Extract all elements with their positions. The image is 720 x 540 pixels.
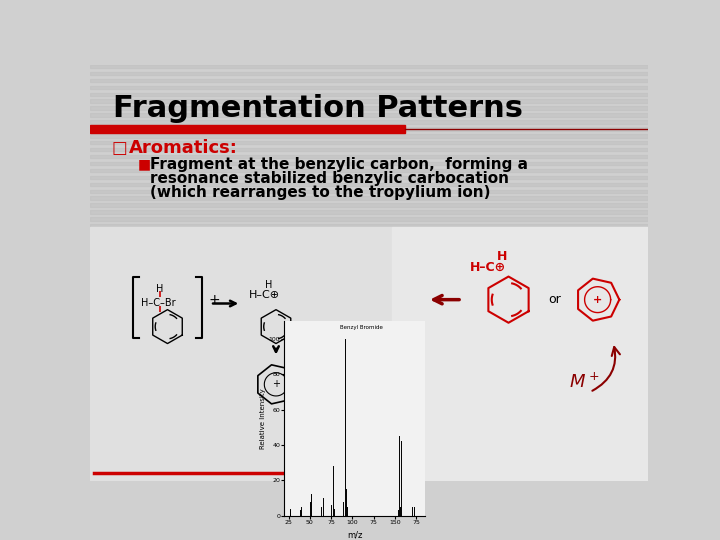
FancyArrowPatch shape: [593, 347, 620, 391]
Bar: [90, 349, 648, 353]
Text: H: H: [156, 284, 163, 294]
Text: H–C⊕: H–C⊕: [249, 291, 280, 300]
Text: (which rearranges to the tropylium ion): (which rearranges to the tropylium ion): [150, 185, 491, 200]
Bar: [90, 148, 648, 151]
Bar: [90, 383, 648, 387]
Bar: [90, 294, 648, 297]
Bar: [90, 176, 648, 179]
Bar: [90, 307, 648, 311]
Bar: [90, 65, 648, 68]
Bar: [90, 328, 648, 332]
Bar: [90, 390, 648, 394]
Bar: [90, 266, 648, 269]
Bar: [90, 155, 648, 158]
Text: Benzyl Bromide: Benzyl Bromide: [340, 325, 383, 330]
Bar: [90, 460, 648, 463]
Bar: [90, 168, 648, 172]
Bar: [90, 183, 648, 186]
Bar: [392, 226, 648, 481]
Text: □: □: [112, 139, 127, 157]
Bar: [90, 125, 405, 132]
X-axis label: m/z: m/z: [347, 530, 362, 539]
Bar: [90, 226, 392, 481]
Bar: [90, 238, 648, 241]
Bar: [90, 190, 648, 193]
Bar: [90, 231, 648, 234]
Text: +: +: [208, 293, 220, 307]
Bar: [90, 273, 648, 276]
Bar: [90, 79, 648, 82]
Bar: [90, 134, 648, 138]
Bar: [90, 197, 648, 200]
Bar: [90, 439, 648, 442]
Bar: [90, 314, 648, 318]
Bar: [90, 356, 648, 359]
Bar: [90, 411, 648, 415]
Text: Fragmentation Patterns: Fragmentation Patterns: [113, 94, 523, 123]
Text: resonance stabilized benzylic carbocation: resonance stabilized benzylic carbocatio…: [150, 171, 510, 186]
Text: H: H: [264, 280, 272, 291]
Text: +: +: [593, 295, 602, 305]
Bar: [90, 162, 648, 165]
Bar: [90, 217, 648, 221]
Text: +: +: [272, 379, 280, 389]
Text: H–C–Br: H–C–Br: [141, 298, 176, 308]
Bar: [90, 342, 648, 346]
Bar: [90, 92, 648, 96]
Bar: [90, 432, 648, 436]
Bar: [90, 377, 648, 380]
Bar: [90, 474, 648, 477]
Text: Fragment at the benzylic carbon,  forming a: Fragment at the benzylic carbon, forming…: [150, 157, 528, 172]
Text: H–C⊕: H–C⊕: [469, 261, 506, 274]
Text: Aromatics:: Aromatics:: [129, 139, 238, 157]
Bar: [90, 370, 648, 373]
Bar: [90, 245, 648, 248]
Bar: [90, 204, 648, 207]
Bar: [90, 300, 648, 304]
Bar: [90, 363, 648, 366]
Bar: [90, 321, 648, 325]
Bar: [90, 99, 648, 103]
Bar: [90, 467, 648, 470]
Bar: [90, 106, 648, 110]
Bar: [90, 113, 648, 117]
Text: or: or: [549, 293, 562, 306]
Bar: [90, 259, 648, 262]
Bar: [90, 453, 648, 456]
Bar: [90, 425, 648, 429]
Bar: [90, 141, 648, 145]
Bar: [90, 120, 648, 124]
Bar: [90, 127, 648, 131]
Bar: [90, 404, 648, 408]
Bar: [90, 446, 648, 449]
Text: ■: ■: [138, 157, 151, 171]
Bar: [90, 280, 648, 283]
Bar: [90, 287, 648, 290]
Text: H: H: [497, 249, 508, 262]
Bar: [90, 224, 648, 228]
Bar: [90, 418, 648, 422]
Bar: [90, 335, 648, 339]
Bar: [90, 72, 648, 75]
Bar: [90, 397, 648, 401]
Text: $M^+$: $M^+$: [570, 373, 600, 392]
Bar: [90, 211, 648, 214]
Y-axis label: Relative Intensity: Relative Intensity: [260, 388, 266, 449]
Bar: [90, 85, 648, 89]
Bar: [90, 252, 648, 255]
